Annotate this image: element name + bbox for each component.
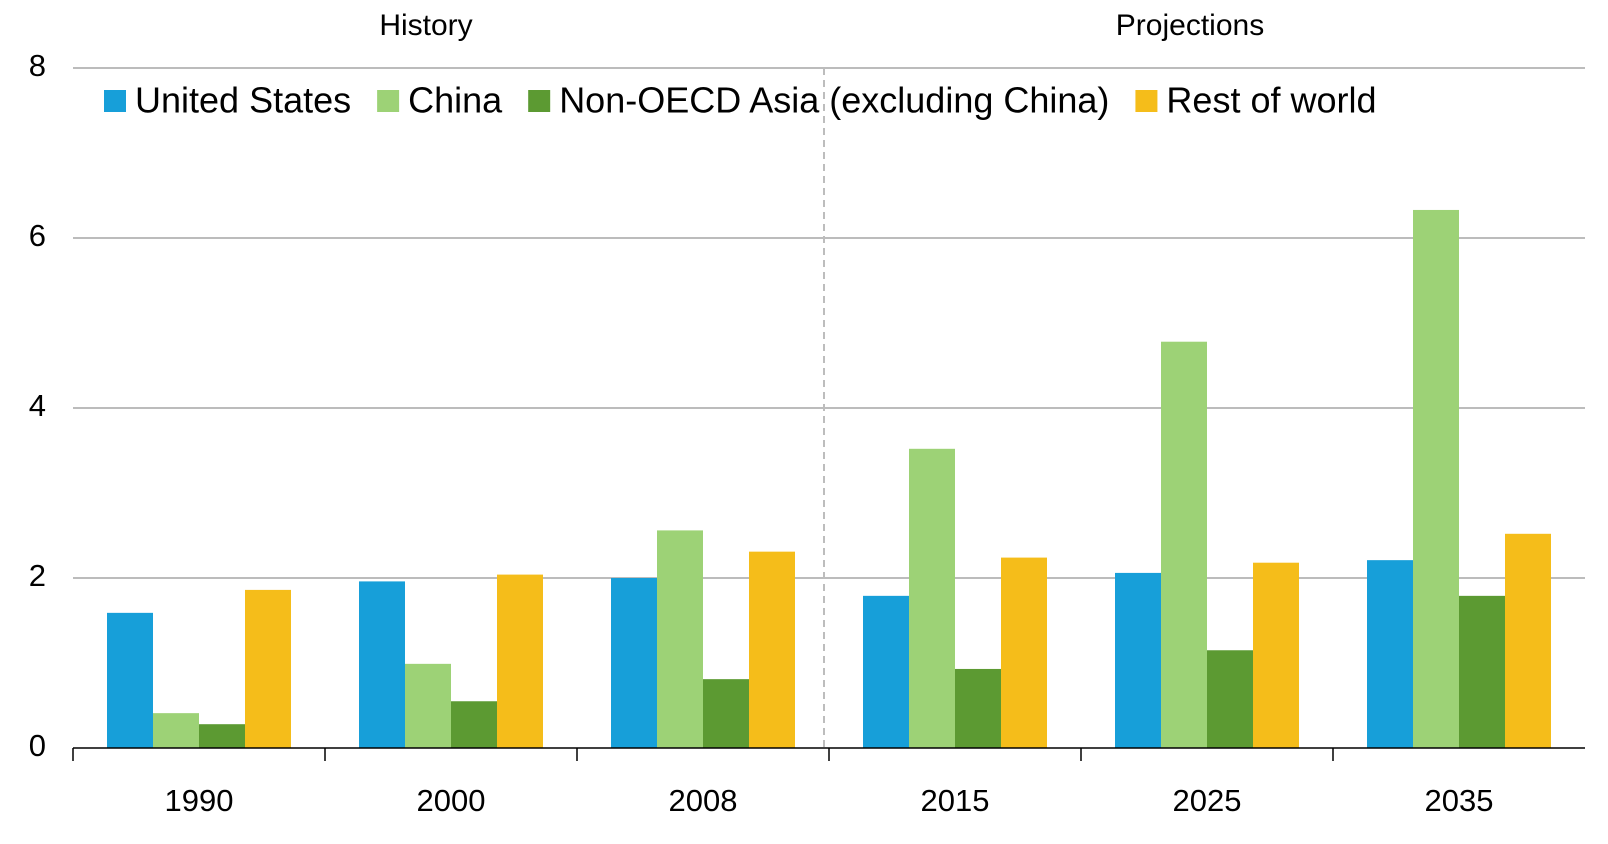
x-tick-label: 2015 xyxy=(921,783,990,818)
bar xyxy=(1115,572,1161,748)
bar xyxy=(359,581,405,748)
bar xyxy=(245,589,291,748)
y-tick-label: 0 xyxy=(29,728,46,763)
bar xyxy=(703,679,749,748)
legend-swatch xyxy=(377,90,400,112)
bar xyxy=(405,663,451,748)
y-tick-label: 4 xyxy=(29,388,46,423)
legend-label: China xyxy=(408,80,503,121)
bar xyxy=(451,701,497,748)
y-tick-label: 6 xyxy=(29,218,46,253)
bar xyxy=(497,574,543,748)
bar xyxy=(199,724,245,748)
x-tick-label: 2008 xyxy=(669,783,738,818)
y-tick-label: 2 xyxy=(29,558,46,593)
legend-label: Non-OECD Asia (excluding China) xyxy=(559,80,1109,121)
bar xyxy=(1505,533,1551,748)
x-tick-label: 2025 xyxy=(1173,783,1242,818)
bar xyxy=(611,578,657,748)
x-tick-label: 2000 xyxy=(417,783,486,818)
bar xyxy=(1161,341,1207,748)
bar xyxy=(1001,557,1047,748)
bar xyxy=(1459,595,1505,748)
bar xyxy=(749,551,795,748)
bar xyxy=(863,595,909,748)
bar xyxy=(657,530,703,748)
legend-label: United States xyxy=(135,80,351,121)
legend-swatch xyxy=(104,90,126,112)
y-tick-label: 8 xyxy=(29,48,46,83)
annotation: Projections xyxy=(1116,9,1264,42)
legend-swatch xyxy=(1135,90,1158,112)
annotation: History xyxy=(379,9,472,42)
bar xyxy=(1207,650,1253,748)
legend-swatch xyxy=(528,90,551,112)
x-tick-label: 1990 xyxy=(165,783,234,818)
bar xyxy=(107,612,153,748)
x-tick-label: 2035 xyxy=(1425,783,1494,818)
bar xyxy=(1413,209,1459,748)
bar xyxy=(909,448,955,748)
legend-label: Rest of world xyxy=(1166,80,1376,121)
bar xyxy=(955,668,1001,748)
bar xyxy=(1253,562,1299,748)
bar xyxy=(1367,560,1413,748)
bar xyxy=(153,713,199,748)
